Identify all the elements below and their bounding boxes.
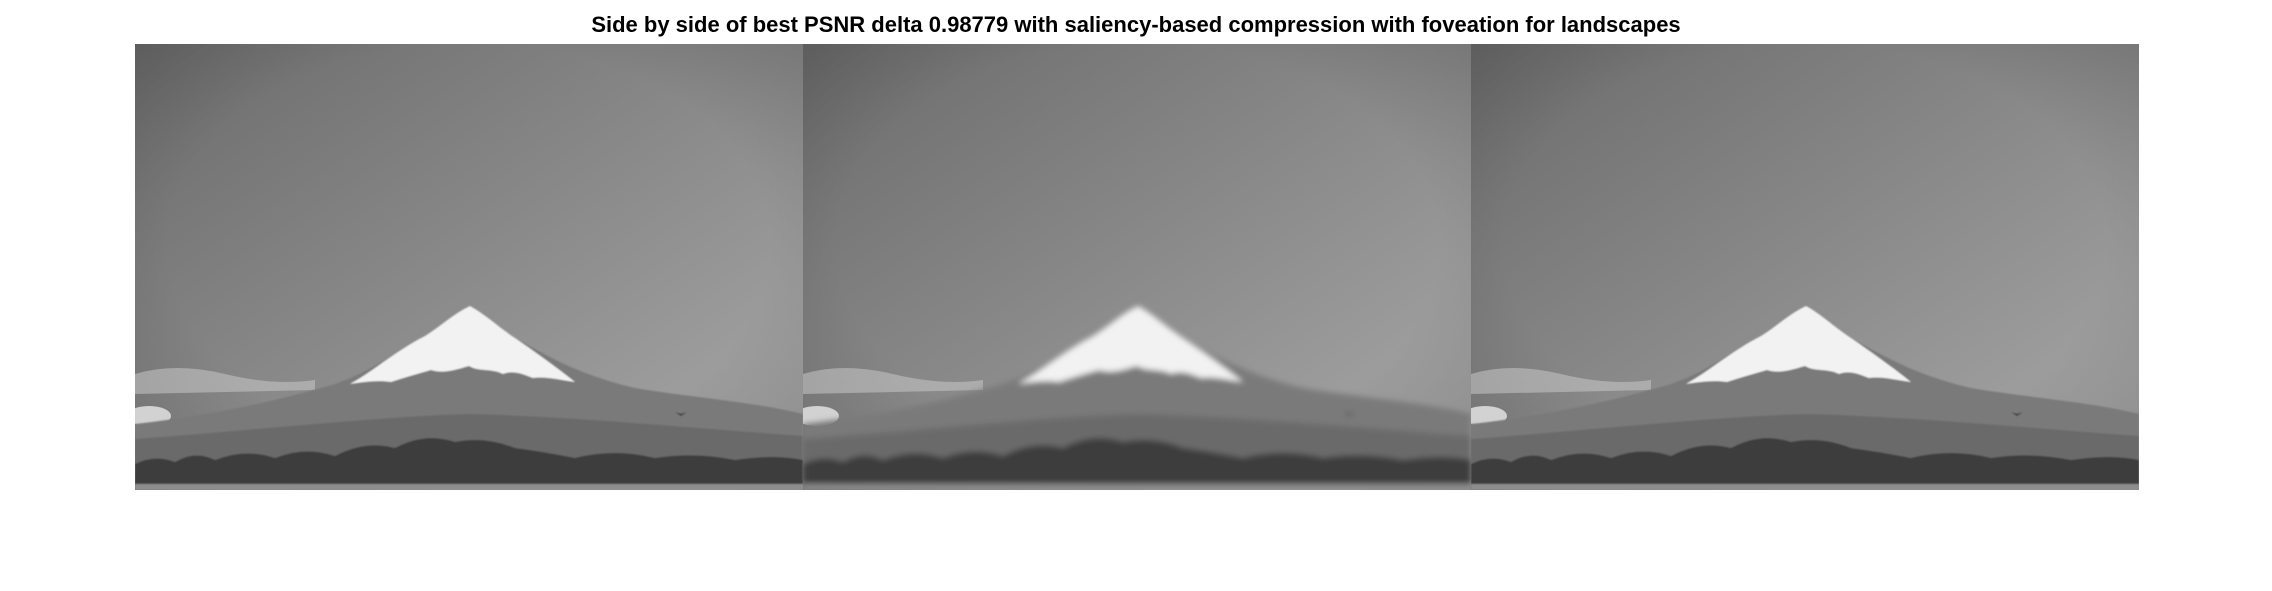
tree-line — [135, 438, 803, 490]
cloud — [1471, 368, 1651, 394]
bird — [2011, 412, 2023, 416]
cloud — [135, 368, 315, 394]
snow-cap — [1686, 306, 1911, 384]
panel-foveated — [1471, 44, 2139, 490]
tree-line — [1471, 438, 2139, 490]
snow-cap — [1018, 306, 1243, 384]
panel-compressed — [803, 44, 1471, 490]
landscape-scene — [135, 306, 803, 490]
ground — [135, 484, 803, 490]
bird — [1343, 412, 1355, 416]
panel-original — [135, 44, 803, 490]
image-strip — [135, 44, 2139, 490]
ground — [803, 484, 1471, 490]
landscape-image-foveated — [1471, 44, 2139, 490]
landscape-scene — [803, 306, 1471, 490]
ground — [1471, 484, 2139, 490]
snow-cap — [350, 306, 575, 384]
landscape-scene — [1471, 306, 2139, 490]
cloud — [803, 368, 983, 394]
landscape-image-original — [135, 44, 803, 490]
figure-title: Side by side of best PSNR delta 0.98779 … — [591, 12, 1681, 37]
tree-line — [803, 438, 1471, 490]
bird — [675, 412, 687, 416]
landscape-image-compressed — [803, 44, 1471, 490]
